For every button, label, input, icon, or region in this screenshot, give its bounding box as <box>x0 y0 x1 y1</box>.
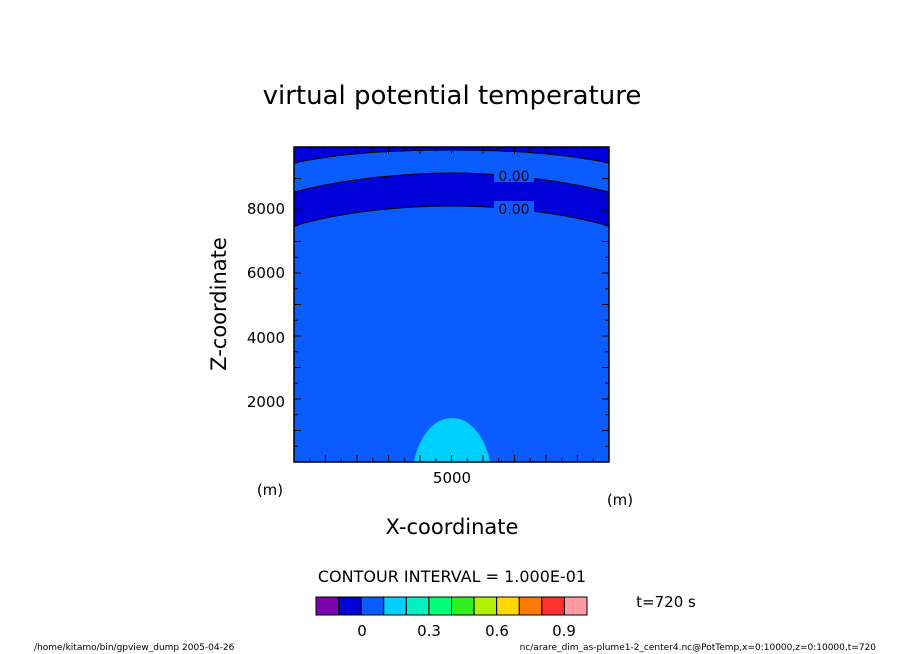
colorbar-swatch <box>338 596 362 616</box>
footer-left: /home/kitamo/bin/gpview_dump 2005-04-26 <box>34 643 235 653</box>
colorbar-tick-label: 0.9 <box>552 622 576 640</box>
colorbar-swatch <box>518 596 543 616</box>
plot-area: 0.00 0.00 <box>293 146 610 463</box>
contour-interval-text: CONTOUR INTERVAL = 1.000E-01 <box>318 567 586 586</box>
y-unit-label: (m) <box>257 481 283 499</box>
colorbar-tick-label: 0.3 <box>417 622 441 640</box>
y-tick-label: 6000 <box>247 264 285 282</box>
y-tick-label: 2000 <box>247 393 285 411</box>
colorbar-swatch <box>473 596 498 616</box>
contour-region-plume <box>414 418 490 462</box>
colorbar-swatch <box>405 596 430 616</box>
y-tick-label: 4000 <box>247 329 285 347</box>
colorbar-swatch <box>383 596 407 616</box>
chart-title: virtual potential temperature <box>263 81 642 111</box>
y-tick-label: 8000 <box>247 200 285 218</box>
colorbar-swatch <box>496 596 520 616</box>
colorbar-tick-label: 0 <box>357 622 367 640</box>
colorbar-swatch <box>541 596 565 616</box>
colorbar-swatch <box>315 596 340 616</box>
colorbar <box>315 596 588 616</box>
contour-label: 0.00 <box>498 202 529 218</box>
contour-label: 0.00 <box>498 169 529 185</box>
y-axis-label: Z-coordinate <box>207 237 231 371</box>
colorbar-swatch <box>451 596 475 616</box>
colorbar-swatch <box>563 596 588 616</box>
x-axis-label: X-coordinate <box>386 515 519 539</box>
x-unit-label: (m) <box>607 491 633 509</box>
footer-right: nc/arare_dim_as-plume1-2_center4.nc@PotT… <box>520 643 877 653</box>
time-label: t=720 s <box>636 593 696 611</box>
contour-label-bg <box>494 201 534 215</box>
colorbar-swatch <box>360 596 385 616</box>
colorbar-tick-label: 0.6 <box>485 622 509 640</box>
contour-label-bg <box>494 168 534 182</box>
colorbar-swatch <box>428 596 452 616</box>
axis-ticks <box>294 147 609 462</box>
x-tick-label: 5000 <box>433 469 471 487</box>
